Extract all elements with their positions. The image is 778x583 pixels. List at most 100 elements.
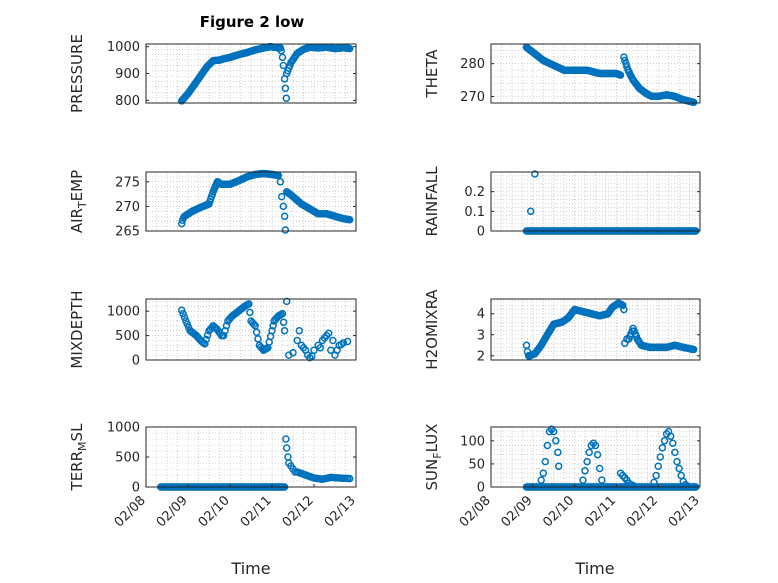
y-tick-label: 1000 <box>107 305 140 320</box>
data-point <box>539 469 548 477</box>
grid <box>491 171 700 232</box>
panel-theta: 270 280 THETA <box>423 43 701 107</box>
data-point <box>282 297 291 306</box>
axes-box <box>490 298 701 361</box>
data-point <box>289 348 297 357</box>
data-point <box>595 464 604 473</box>
data-point <box>320 334 329 342</box>
data-point <box>324 329 333 337</box>
y-axis-label: THETA <box>423 49 441 99</box>
data-point <box>541 457 550 466</box>
series-markers <box>522 425 700 491</box>
x-tick-label: 02/10 <box>540 493 577 530</box>
y-tick-label: 500 <box>115 451 140 466</box>
data-point <box>673 457 681 466</box>
data-point <box>281 84 290 93</box>
data-point <box>254 335 262 343</box>
data-point <box>278 309 287 318</box>
data-point <box>598 476 606 484</box>
y-tick-label: 1000 <box>107 40 140 55</box>
data-point <box>552 437 560 445</box>
panel-sun-flux: 0 50 100 02/08 02/09 02/10 02/11 02/12 02/13 SUNF… <box>423 424 703 531</box>
data-point <box>221 326 229 335</box>
data-point <box>620 53 628 61</box>
panel-mixdepth: 0 500 1000 MIXDEPTH <box>68 290 357 369</box>
y-axis-label: H2OMIXRA <box>423 289 441 370</box>
data-point <box>652 471 660 480</box>
y-tick-label: 265 <box>115 225 140 240</box>
y-tick-label: 270 <box>115 200 140 215</box>
data-point <box>522 341 531 350</box>
data-point <box>269 322 277 330</box>
figure-title: Figure 2 low <box>200 13 305 31</box>
data-point <box>278 53 287 62</box>
data-point <box>656 453 665 461</box>
panel-h2omixra: 2 3 4 H2OMIXRA <box>423 289 701 370</box>
data-point <box>683 482 692 490</box>
y-tick-label: 800 <box>115 94 140 109</box>
data-point <box>543 441 552 450</box>
data-point <box>276 178 285 186</box>
data-point <box>282 435 290 443</box>
axes-box <box>145 171 357 232</box>
panel-air-temp: 265 270 275 AIRTEMP <box>68 169 357 240</box>
data-point <box>689 345 698 354</box>
y-tick-label: 0 <box>477 225 485 240</box>
data-point <box>666 432 675 440</box>
y-tick-label: 280 <box>460 57 485 72</box>
y-tick-label: 0.2 <box>464 185 485 200</box>
y-tick-label: 3 <box>477 328 485 343</box>
data-point <box>650 478 658 487</box>
data-point <box>308 352 316 360</box>
data-point <box>329 336 337 345</box>
x-tick-label: 02/10 <box>196 493 233 530</box>
data-point <box>621 56 629 65</box>
data-point <box>279 202 288 211</box>
panel-rainfall: 0 0.1 0.2 RAINFALL <box>423 166 701 240</box>
x-tick-label: 02/13 <box>322 493 359 530</box>
data-point <box>616 71 625 79</box>
data-point <box>526 207 535 216</box>
data-point <box>669 439 677 447</box>
data-point <box>343 337 352 346</box>
data-point <box>202 335 210 344</box>
data-point <box>579 476 587 484</box>
axes-box <box>490 43 701 104</box>
data-point <box>180 313 189 322</box>
y-tick-label: 0 <box>477 481 485 496</box>
data-point <box>179 310 187 318</box>
x-tick-label: 02/09 <box>499 493 536 530</box>
data-point <box>554 462 563 470</box>
y-tick-label: 500 <box>115 329 140 344</box>
data-point <box>177 219 186 228</box>
data-point <box>177 306 186 314</box>
data-point <box>345 215 354 224</box>
data-point <box>277 192 286 201</box>
data-point <box>281 226 290 234</box>
y-axis-label: RAINFALL <box>423 166 441 237</box>
data-point <box>268 326 276 335</box>
data-point <box>282 94 291 102</box>
x-tick-label: 02/13 <box>666 493 703 530</box>
data-point <box>629 481 637 490</box>
data-point <box>658 444 667 452</box>
axes-box <box>145 298 357 361</box>
data-point <box>675 464 683 473</box>
y-axis-label: MIXDEPTH <box>68 290 86 368</box>
data-point <box>246 308 254 317</box>
series-markers <box>522 299 698 360</box>
panel-terr-msl: 0 500 1000 02/08 02/09 02/10 02/11 02/12 02/13 TE… <box>68 421 359 531</box>
data-point <box>689 98 698 107</box>
panel-pressure: 800 900 1000 PRESSURE <box>68 34 357 113</box>
data-point <box>581 467 589 475</box>
data-point <box>203 331 212 339</box>
data-point <box>252 328 261 337</box>
x-tick-label: 02/08 <box>457 493 494 530</box>
y-axis-label: AIRTEMP <box>68 170 89 233</box>
data-point <box>337 340 346 349</box>
y-axis-label: TERRMSL <box>68 423 89 492</box>
y-tick-label: 4 <box>477 307 485 322</box>
data-point <box>622 59 630 68</box>
data-point <box>585 448 593 457</box>
data-point <box>549 427 558 436</box>
